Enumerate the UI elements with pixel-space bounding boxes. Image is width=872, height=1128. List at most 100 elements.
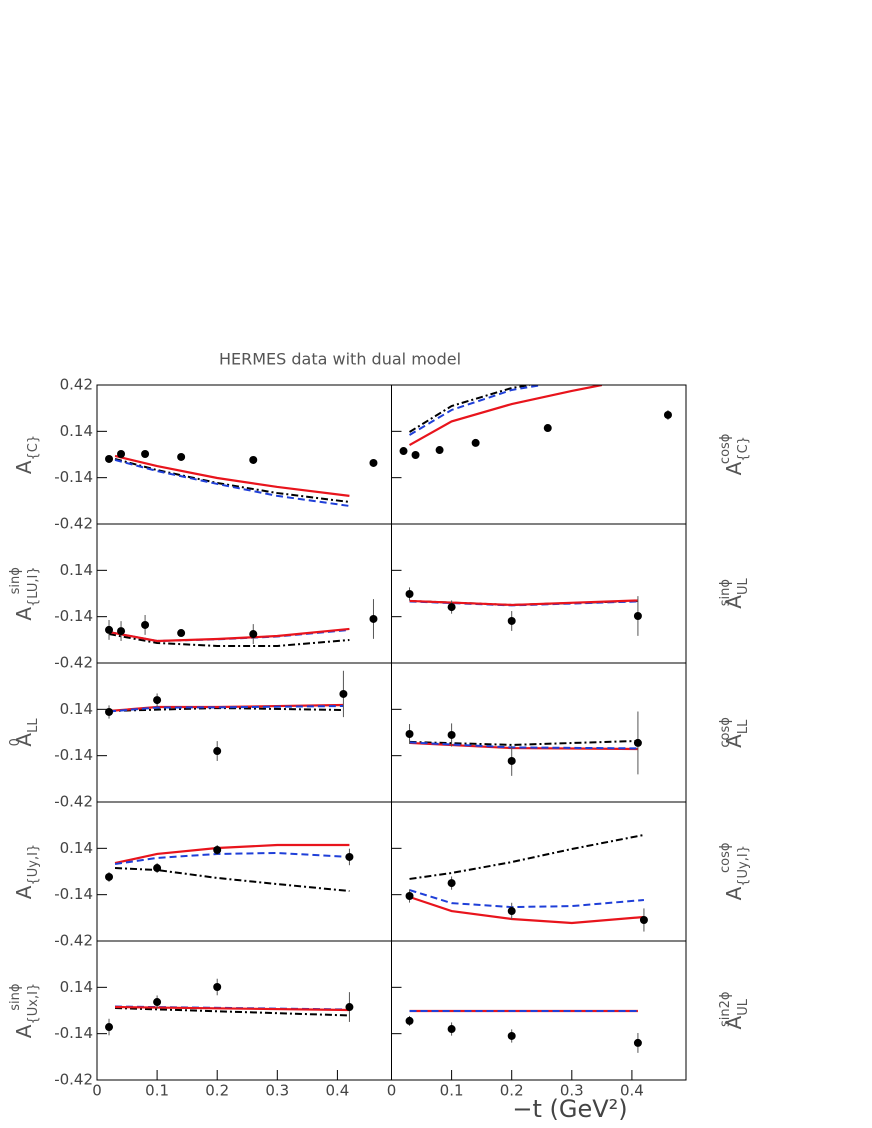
data-point [399,447,408,456]
y-label-base: A [12,607,36,621]
model-curve [108,627,350,643]
panel-frame [96,523,392,664]
y-label-base: A [722,461,746,475]
y-axis-label: A{Uy,I} [12,844,41,899]
y-label-base: A [722,886,746,900]
y-label-sub: {Ux,I} [26,983,41,1025]
data-point [105,707,114,716]
data-point [117,450,126,459]
data-point [405,1016,414,1025]
panel-frame [391,662,687,803]
data-point [405,589,414,598]
data-point [633,1038,642,1047]
data-point [411,450,420,459]
panel [405,587,642,636]
data-point [339,689,348,698]
y-tick-label: 0.14 [60,839,93,857]
y-label-base: A [722,734,746,748]
y-tick-label: -0.14 [54,1024,93,1042]
panel [105,978,354,1036]
data-point [141,620,150,629]
y-label-sup: sin2ϕ [718,992,733,1027]
data-point [177,452,186,461]
y-label-sup: sinϕ [8,984,23,1011]
y-label-sub: UL [736,998,751,1016]
panel [105,670,348,761]
model-curve [408,385,603,447]
data-point [405,729,414,738]
data-point [435,446,444,455]
data-point [249,630,258,639]
model-curve [114,458,350,503]
y-label-sub: LL [26,718,41,733]
model-curve [114,454,350,497]
y-label-base: A [12,885,36,899]
y-tick-label: -0.14 [54,468,93,486]
x-tick-label: 0.2 [205,1082,229,1100]
y-label-base: A [722,1015,746,1029]
panel-frame [391,384,687,525]
data-point [639,915,648,924]
y-label-sub: {C} [26,435,41,461]
panel [405,833,648,932]
model-curve [115,1005,350,1012]
y-label-sup: sinϕ [718,579,733,606]
y-tick-label: 0.14 [60,978,93,996]
y-label-sub: UL [736,578,751,596]
panel-frame [391,940,687,1081]
data-point [249,455,258,464]
panel-frame [391,523,687,664]
y-tick-label: -0.42 [54,654,93,672]
x-axis-label: −t (GeV²) [512,1095,627,1123]
model-curve [409,599,638,607]
data-point [177,629,186,638]
data-point [633,612,642,621]
data-point [153,998,162,1007]
x-tick-label: 0 [387,1082,397,1100]
model-curve [114,1007,350,1017]
data-point [663,410,672,419]
y-tick-label: -0.14 [54,607,93,625]
y-label-sup: cosϕ [718,843,733,873]
data-point [543,424,552,433]
data-point [153,864,162,873]
data-point [105,454,114,463]
data-point [447,879,456,888]
x-tick-label: 0.2 [500,1082,524,1100]
y-axis-label: AULsin2ϕ [718,992,751,1030]
data-point [633,738,642,747]
y-axis-label: ALL0 [8,718,41,747]
y-label-sub: {Uy,I} [736,845,751,887]
y-label-base: A [12,1024,36,1038]
x-tick-label: 0.3 [265,1082,289,1100]
y-axis-label: A{LU,I}sinϕ [8,566,41,620]
y-tick-label: -0.42 [54,932,93,950]
data-point [105,625,114,634]
y-axis-label: A{C} [12,435,41,474]
data-point [369,458,378,467]
y-label-sub: LL [736,719,751,734]
y-tick-label: 0.14 [60,561,93,579]
y-tick-label: 0.14 [60,422,93,440]
panel [399,385,672,459]
data-point [105,1023,114,1032]
x-tick-label: 0.1 [145,1082,169,1100]
y-tick-label: -0.42 [54,793,93,811]
model-curve [108,633,350,647]
y-label-sup: cosϕ [718,717,733,747]
y-label-sub: {LU,I} [26,566,41,607]
y-tick-label: -0.14 [54,885,93,903]
y-tick-label: 0.14 [60,700,93,718]
data-point [117,627,126,636]
model-curve [114,458,350,507]
data-point [153,696,162,705]
data-point [447,1025,456,1034]
y-label-sub: {C} [736,436,751,462]
y-axis-label: ALLcosϕ [718,717,751,748]
y-label-sup: cosϕ [718,434,733,464]
y-label-sub: {Uy,I} [26,844,41,886]
y-label-base: A [722,595,746,609]
y-tick-label: -0.42 [54,1071,93,1089]
data-point [345,852,354,861]
figure-title: HERMES data with dual model [219,350,461,369]
